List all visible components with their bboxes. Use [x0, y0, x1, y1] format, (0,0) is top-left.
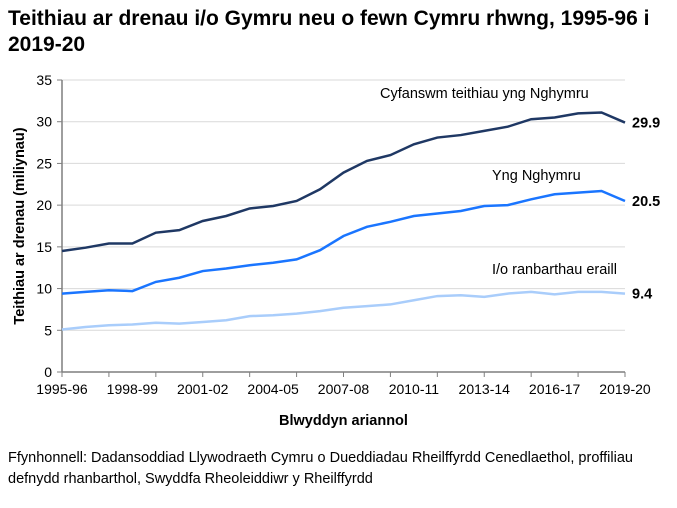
x-tick-label: 1998-99	[107, 381, 159, 397]
chart-title: Teithiau ar drenau i/o Gymru neu o fewn …	[8, 7, 650, 56]
x-tick-label: 2001-02	[177, 381, 229, 397]
x-tick-label: 2019-20	[599, 381, 651, 397]
x-tick-label: 2010-11	[389, 381, 440, 397]
y-tick-label: 5	[44, 322, 52, 338]
series-label: Yng Nghymru	[492, 168, 581, 184]
x-tick-label: 1995-96	[36, 381, 88, 397]
x-tick-label: 2004-05	[247, 381, 299, 397]
y-tick-label: 0	[44, 364, 52, 380]
x-tick-label: 2016-17	[529, 381, 581, 397]
y-tick-label: 15	[36, 239, 52, 255]
y-tick-label: 25	[36, 155, 52, 171]
x-tick-label: 2013-14	[459, 381, 511, 397]
series-line	[61, 290, 626, 331]
source-note: Ffynhonnell: Dadansoddiad Llywodraeth Cy…	[8, 450, 633, 487]
y-tick-label: 35	[36, 72, 52, 88]
y-tick-label: 20	[36, 197, 52, 213]
end-value-label: 20.5	[632, 194, 660, 210]
y-tick-label: 10	[36, 281, 52, 297]
y-axis-title: Teithiau ar drenau (miliynau)	[12, 127, 28, 324]
series-label: Cyfanswm teithiau yng Nghymru	[380, 86, 589, 102]
end-value-label: 29.9	[632, 116, 660, 132]
y-tick-label: 30	[36, 114, 52, 130]
x-axis-title: Blwyddyn ariannol	[279, 413, 408, 429]
series-label: I/o ranbarthau eraill	[492, 262, 617, 278]
series-line	[61, 189, 626, 295]
x-tick-label: 2007-08	[318, 381, 370, 397]
end-value-label: 9.4	[632, 287, 652, 303]
